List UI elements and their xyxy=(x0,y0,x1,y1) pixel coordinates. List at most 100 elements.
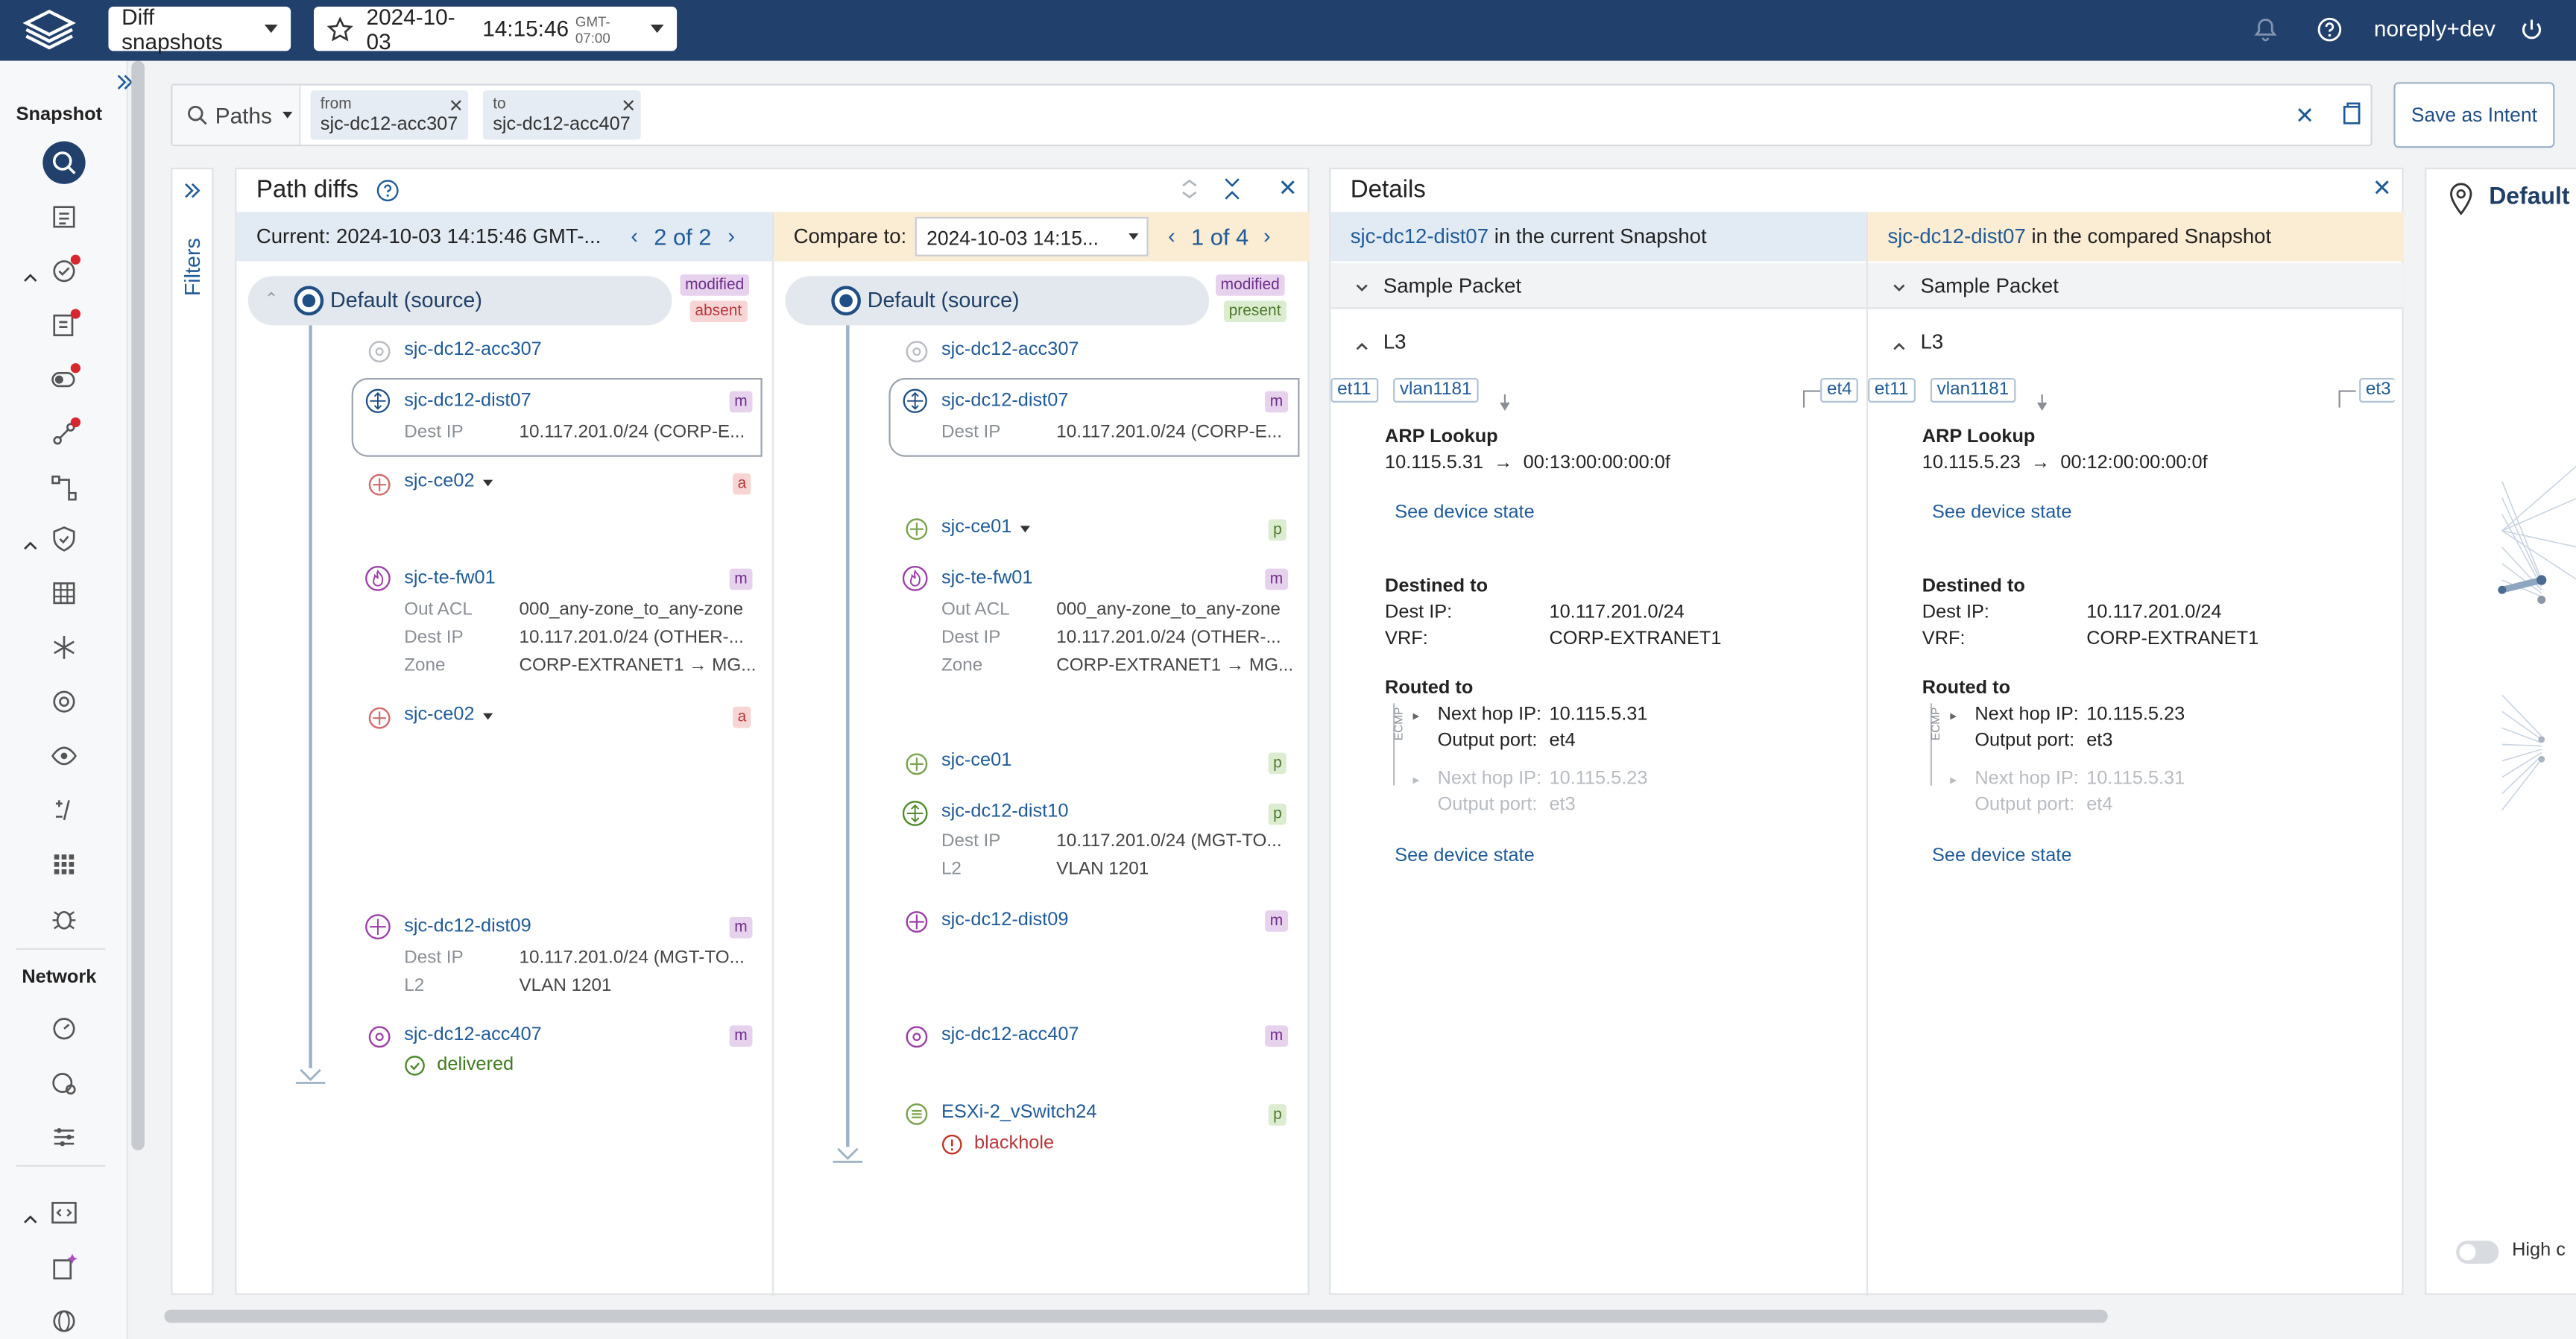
to-chip[interactable]: to sjc-dc12-acc407 ✕ xyxy=(483,90,641,140)
gauge-icon[interactable] xyxy=(49,1014,79,1044)
sliders-icon[interactable] xyxy=(49,1122,79,1152)
sort-icon[interactable] xyxy=(1180,177,1199,201)
next-path-icon[interactable]: › xyxy=(727,223,735,248)
help-icon[interactable] xyxy=(2317,16,2343,42)
node-ce02[interactable]: sjc-ce02 xyxy=(404,705,493,725)
compare-snapshot-select[interactable]: 2024-10-03 14:15... xyxy=(915,216,1149,256)
star-icon[interactable] xyxy=(326,16,353,42)
chevron-down-icon[interactable] xyxy=(482,479,493,487)
chevron-down-icon[interactable] xyxy=(482,713,493,720)
globe-icon[interactable] xyxy=(49,1306,79,1336)
prev-path-icon[interactable]: ‹ xyxy=(1168,223,1175,248)
next-path-icon[interactable]: › xyxy=(1263,223,1271,248)
shield-icon[interactable] xyxy=(49,524,79,554)
expand-filters-icon[interactable] xyxy=(183,179,202,198)
node-acc307[interactable]: sjc-dc12-acc307 xyxy=(404,340,542,360)
issues-icon[interactable] xyxy=(49,254,81,286)
close-icon[interactable]: ✕ xyxy=(2372,174,2392,201)
search-nav-button[interactable] xyxy=(42,141,86,184)
interface-out-tag[interactable]: et3 xyxy=(2359,377,2396,403)
node-dist09[interactable]: sjc-dc12-dist09 xyxy=(404,916,531,937)
node-ce02[interactable]: sjc-ce02 xyxy=(404,472,493,491)
grid-icon[interactable] xyxy=(49,579,79,608)
high-contrast-toggle[interactable] xyxy=(2456,1241,2499,1264)
caret-right-icon[interactable]: ▸ xyxy=(1950,772,1957,787)
bell-icon[interactable] xyxy=(2253,16,2279,42)
right-source-row[interactable]: Default (source) xyxy=(785,276,1210,326)
diff-icon[interactable] xyxy=(49,795,79,825)
topology-graph[interactable] xyxy=(2426,432,2576,827)
left-source-row[interactable]: ⌃ Default (source) xyxy=(247,276,672,326)
see-device-state-link[interactable]: See device state xyxy=(1932,846,2072,866)
chevron-up-icon[interactable] xyxy=(23,532,38,550)
sparkle-doc-icon[interactable] xyxy=(49,1253,79,1282)
chevron-up-icon[interactable] xyxy=(1354,333,1370,350)
settings-gauge-icon[interactable] xyxy=(49,1068,79,1098)
node-dist09[interactable]: sjc-dc12-dist09 xyxy=(941,910,1069,930)
interface-vlan-tag[interactable]: vlan1181 xyxy=(1393,377,1479,403)
copy-icon[interactable] xyxy=(2337,100,2364,126)
horizontal-scrollbar[interactable] xyxy=(164,1309,2108,1323)
device-link[interactable]: sjc-dc12-dist07 xyxy=(1350,224,1489,248)
caret-right-icon[interactable]: ▸ xyxy=(1412,772,1420,787)
close-icon[interactable]: ✕ xyxy=(621,97,637,117)
chevron-up-icon[interactable] xyxy=(23,265,38,282)
node-dist07[interactable]: sjc-dc12-dist07 xyxy=(404,391,531,412)
chevron-up-icon[interactable] xyxy=(23,1206,38,1223)
caret-right-icon[interactable]: ▸ xyxy=(1412,708,1420,723)
help-icon[interactable] xyxy=(376,179,400,202)
chevron-up-icon[interactable] xyxy=(1891,333,1907,350)
interface-in-tag[interactable]: et11 xyxy=(1868,377,1916,403)
snapshot-selector[interactable]: 2024-10-03 14:15:46 GMT-07:00 xyxy=(313,4,678,54)
target-icon[interactable] xyxy=(49,687,79,716)
caret-right-icon[interactable]: ▸ xyxy=(1950,708,1957,723)
snowflake-icon[interactable] xyxy=(49,633,79,663)
code-icon[interactable] xyxy=(49,1198,79,1228)
diff-snapshots-dropdown[interactable]: Diff snapshots xyxy=(108,4,291,54)
filters-label[interactable]: Filters xyxy=(180,238,205,297)
save-as-intent-button[interactable]: Save as Intent xyxy=(2393,82,2555,148)
paths-mode-dropdown[interactable]: Paths xyxy=(172,85,301,145)
selected-node-card[interactable] xyxy=(351,377,763,457)
sample-packet-row[interactable]: Sample Packet xyxy=(1868,262,2404,309)
node-esxi-vswitch[interactable]: ESXi-2_vSwitch24 xyxy=(941,1102,1097,1123)
node-fw01[interactable]: sjc-te-fw01 xyxy=(941,568,1033,589)
collapse-all-icon[interactable] xyxy=(1222,177,1242,201)
toggle-icon[interactable] xyxy=(49,363,81,394)
node-acc407[interactable]: sjc-dc12-acc407 xyxy=(404,1025,542,1045)
apps-icon[interactable] xyxy=(49,850,79,880)
node-dist10[interactable]: sjc-dc12-dist10 xyxy=(941,801,1069,822)
inventory-icon[interactable] xyxy=(49,202,79,232)
expand-nav-icon[interactable] xyxy=(115,71,134,90)
app-logo-icon[interactable] xyxy=(22,7,78,53)
eye-icon[interactable] xyxy=(49,741,79,771)
node-ce01[interactable]: sjc-ce01 xyxy=(941,517,1030,538)
selected-node-card[interactable] xyxy=(888,377,1300,457)
checks-icon[interactable] xyxy=(49,309,81,341)
node-fw01[interactable]: sjc-te-fw01 xyxy=(404,568,496,589)
sample-packet-row[interactable]: Sample Packet xyxy=(1330,262,1866,309)
user-menu[interactable]: noreply+dev xyxy=(2373,16,2496,42)
interface-in-tag[interactable]: et11 xyxy=(1330,377,1378,403)
device-link[interactable]: sjc-dc12-dist07 xyxy=(1887,224,2026,248)
interface-prev-tag[interactable]: et4 xyxy=(1820,377,1859,403)
interface-vlan-tag[interactable]: vlan1181 xyxy=(1930,377,2016,403)
node-dist07[interactable]: sjc-dc12-dist07 xyxy=(941,391,1069,412)
node-acc407[interactable]: sjc-dc12-acc407 xyxy=(941,1025,1079,1045)
chevron-down-icon[interactable] xyxy=(1020,526,1030,533)
close-icon[interactable]: ✕ xyxy=(1278,174,1298,201)
power-icon[interactable] xyxy=(2519,16,2545,42)
see-device-state-link[interactable]: See device state xyxy=(1932,502,2072,523)
node-ce01[interactable]: sjc-ce01 xyxy=(941,751,1012,771)
prev-path-icon[interactable]: ‹ xyxy=(631,223,638,248)
see-device-state-link[interactable]: See device state xyxy=(1395,502,1535,523)
node-acc307[interactable]: sjc-dc12-acc307 xyxy=(941,340,1079,360)
clear-search-icon[interactable]: ✕ xyxy=(2295,101,2314,128)
close-icon[interactable]: ✕ xyxy=(448,97,464,117)
bug-icon[interactable] xyxy=(49,904,79,933)
route-icon[interactable] xyxy=(49,417,81,449)
from-chip[interactable]: from sjc-dc12-acc307 ✕ xyxy=(310,90,469,140)
topology-icon[interactable] xyxy=(49,473,79,503)
see-device-state-link[interactable]: See device state xyxy=(1395,846,1535,866)
nav-scrollbar[interactable] xyxy=(131,60,145,1150)
